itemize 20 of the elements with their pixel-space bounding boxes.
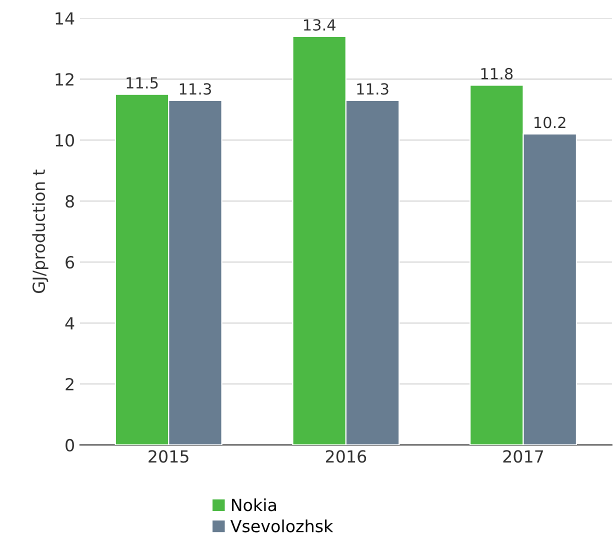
data-label: 11.3 <box>180 83 211 95</box>
x-tick-label: 2016 <box>326 450 366 463</box>
data-label: 11.8 <box>481 68 513 80</box>
data-label: 13.4 <box>304 19 336 31</box>
y-tick-label: 12 <box>56 73 74 86</box>
legend-label: Vsevolozhsk <box>230 519 334 532</box>
data-label: 11.3 <box>357 83 388 95</box>
y-axis-title: GJ/production t <box>32 170 48 293</box>
x-tick-label: 2015 <box>148 450 188 463</box>
y-tick-label: 4 <box>65 317 74 330</box>
y-tick-label: 8 <box>66 195 74 208</box>
legend-label: Nokia <box>232 498 276 512</box>
y-tick-label: 14 <box>56 12 74 24</box>
y-tick-label: 10 <box>56 134 74 147</box>
y-tick-label: 2 <box>66 378 74 390</box>
y-tick-label: 0 <box>66 438 74 452</box>
x-tick-label: 2017 <box>503 450 544 463</box>
data-label: 10.2 <box>534 116 566 128</box>
data-label: 11.5 <box>126 77 158 89</box>
y-tick-label: 6 <box>66 256 74 269</box>
